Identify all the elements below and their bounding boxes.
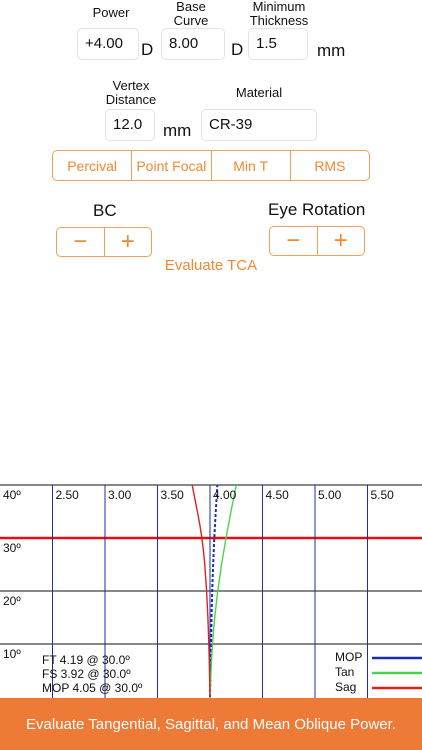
legend-label: MOP bbox=[335, 650, 362, 664]
min-thickness-field[interactable]: 1.5 bbox=[248, 28, 308, 60]
base-curve-label-line1: Base bbox=[176, 0, 206, 14]
base-curve-label: Base Curve bbox=[160, 0, 222, 28]
material-field[interactable]: CR-39 bbox=[201, 109, 317, 141]
eye-rotation-stepper-title: Eye Rotation bbox=[268, 200, 366, 219]
vertex-distance-unit: mm bbox=[163, 121, 192, 140]
segment-rms[interactable]: RMS bbox=[289, 151, 369, 180]
eye-rotation-decrement-button[interactable]: − bbox=[286, 227, 301, 254]
bc-increment-button[interactable]: + bbox=[103, 228, 152, 256]
annotation-text: FT 4.19 @ 30.0º bbox=[42, 653, 130, 667]
vertex-distance-field[interactable]: 12.0 bbox=[105, 109, 155, 141]
base-curve-field[interactable]: 8.00 bbox=[161, 28, 225, 60]
power-label: Power bbox=[92, 5, 130, 20]
x-tick-label: 2.50 bbox=[56, 488, 80, 502]
x-tick-label: 5.00 bbox=[318, 488, 342, 502]
power-unit: D bbox=[141, 40, 154, 59]
method-segmented-control: Percival Point Focal Min T RMS bbox=[52, 150, 370, 181]
base-curve-label-line2: Curve bbox=[173, 13, 209, 28]
vertex-label-line1: Vertex bbox=[112, 78, 150, 93]
segment-point-focal[interactable]: Point Focal bbox=[131, 151, 210, 180]
vertex-distance-label: Vertex Distance bbox=[100, 79, 162, 107]
y-tick-label: 10º bbox=[3, 647, 21, 661]
x-tick-label: 3.00 bbox=[108, 488, 132, 502]
annotation-text: FS 3.92 @ 30.0º bbox=[42, 667, 131, 681]
info-banner: Evaluate Tangential, Sagittal, and Mean … bbox=[0, 698, 422, 750]
min-thickness-unit: mm bbox=[317, 41, 346, 60]
bc-decrement-button[interactable]: − bbox=[73, 228, 88, 255]
y-tick-label: 20º bbox=[3, 594, 21, 608]
power-chart: 2.50 3.00 3.50 4.00 4.50 5.00 5.50 40º 30º 20º 10º… bbox=[0, 484, 422, 698]
y-tick-label: 30º bbox=[3, 541, 21, 555]
legend-label: Tan bbox=[335, 665, 354, 679]
segment-percival[interactable]: Percival bbox=[67, 157, 118, 174]
material-label: Material bbox=[235, 85, 283, 100]
min-thickness-label-line1: Minimum bbox=[252, 0, 306, 14]
bc-stepper-title: BC bbox=[93, 201, 117, 220]
segment-min-t[interactable]: Min T bbox=[210, 151, 290, 180]
x-tick-label: 4.00 bbox=[213, 488, 237, 502]
eye-rotation-increment-button[interactable]: + bbox=[316, 227, 365, 255]
min-thickness-label: Minimum Thickness bbox=[244, 0, 314, 28]
evaluate-tca-link[interactable]: Evaluate TCA bbox=[164, 257, 258, 274]
x-tick-label: 5.50 bbox=[371, 488, 395, 502]
series-sag-line bbox=[191, 484, 211, 698]
series-tan-line bbox=[209, 484, 237, 698]
x-tick-label: 4.50 bbox=[266, 488, 290, 502]
x-tick-label: 3.50 bbox=[161, 488, 185, 502]
vertex-label-line2: Distance bbox=[105, 92, 157, 107]
bc-stepper: − + bbox=[56, 227, 152, 257]
eye-rotation-stepper: − + bbox=[269, 226, 365, 256]
legend-label: Sag bbox=[335, 680, 356, 694]
y-tick-label: 40º bbox=[3, 488, 21, 502]
annotation-text: MOP 4.05 @ 30.0º bbox=[42, 681, 143, 695]
min-thickness-label-line2: Thickness bbox=[249, 13, 309, 28]
base-curve-unit: D bbox=[231, 40, 244, 59]
power-field[interactable]: +4.00 bbox=[77, 28, 139, 60]
